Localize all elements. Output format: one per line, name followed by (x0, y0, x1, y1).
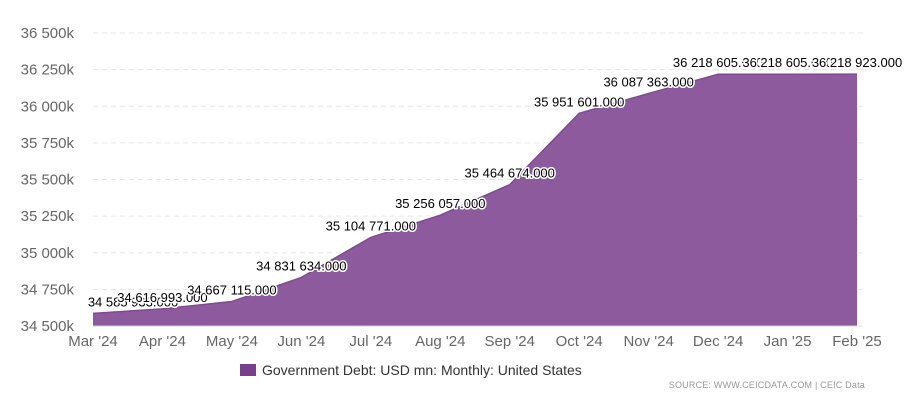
data-label: 36 218 605.000 (742, 55, 832, 70)
x-tick-label: Feb '25 (832, 333, 882, 350)
series-line (92, 73, 858, 315)
area-layer (92, 73, 858, 327)
y-axis: 34 500k 34 750k 35 000k 35 250k 35 500k 35 75… (21, 25, 75, 335)
data-label: 34 667 115.000 (187, 283, 276, 298)
source-credit: SOURCE: WWW.CEICDATA.COM | CEIC Data (668, 380, 865, 390)
x-tick-label: Mar '24 (68, 333, 118, 350)
data-label: 36 218 923.000 (812, 55, 902, 70)
data-label: 36 218 605.000 (673, 55, 763, 70)
x-axis: Mar '24 Apr '24 May '24 Jun '24 Jul '24 Aug '… (68, 333, 882, 350)
data-label: 35 951 601.000 (534, 94, 624, 109)
data-label: 36 087 363.000 (603, 74, 693, 89)
data-label: 34 616 993.000 (117, 290, 207, 305)
x-tick-label: May '24 (206, 333, 258, 350)
y-tick-label: 35 500k (21, 172, 75, 189)
legend-swatch (240, 364, 256, 376)
data-label: 34 585 933.000 (88, 294, 178, 309)
y-tick-label: 34 500k (21, 318, 75, 335)
x-tick-label: Jul '24 (349, 333, 392, 350)
y-tick-label: 35 000k (21, 245, 75, 262)
x-tick-label: Jun '24 (277, 333, 325, 350)
x-tick-label: Jan '25 (764, 333, 812, 350)
data-label: 35 104 771.000 (326, 218, 416, 233)
data-label: 35 464 674.000 (465, 166, 555, 181)
y-tick-label: 36 250k (21, 62, 75, 79)
y-tick-label: 36 000k (21, 98, 75, 115)
legend[interactable]: Government Debt: USD mn: Monthly: United… (240, 362, 582, 378)
legend-label: Government Debt: USD mn: Monthly: United… (262, 362, 582, 378)
y-tick-label: 36 500k (21, 25, 75, 42)
y-tick-label: 35 250k (21, 208, 75, 225)
x-tick-label: Oct '24 (556, 333, 603, 350)
x-tick-label: Sep '24 (485, 333, 535, 350)
x-tick-label: Aug '24 (415, 333, 465, 350)
data-label: 34 831 634.000 (256, 258, 346, 273)
y-tick-label: 35 750k (21, 135, 75, 152)
x-tick-label: Nov '24 (623, 333, 673, 350)
y-tick-label: 34 750k (21, 281, 75, 298)
x-tick-label: Apr '24 (139, 333, 186, 350)
data-label: 35 256 057.000 (395, 196, 485, 211)
x-tick-label: Dec '24 (693, 333, 743, 350)
